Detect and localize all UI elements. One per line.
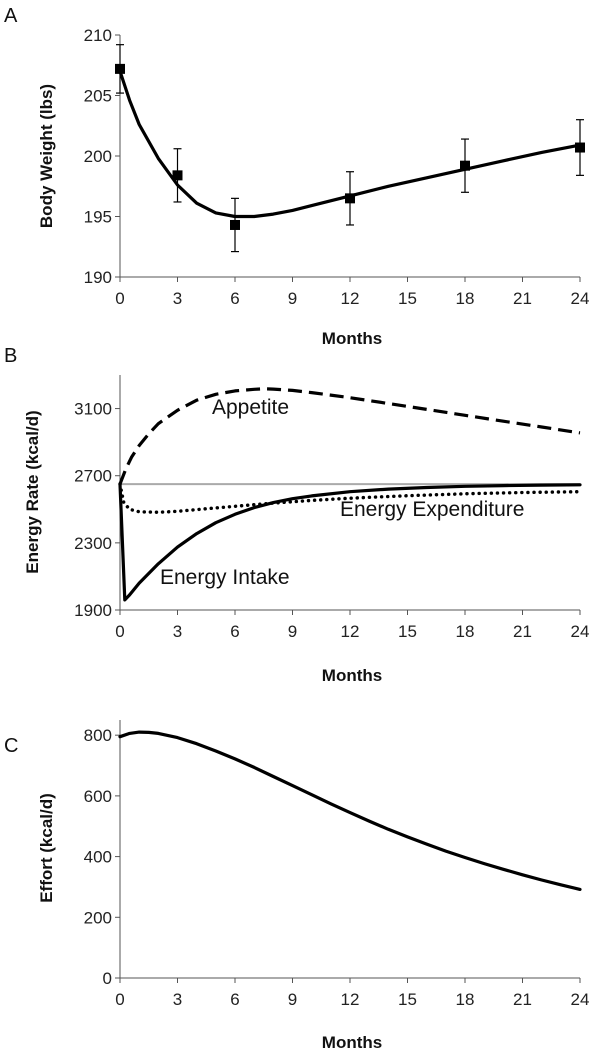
y-tick-label: 195 (84, 208, 112, 227)
x-tick-label: 6 (230, 990, 239, 1009)
panel-label: A (4, 5, 18, 27)
y-tick-label: 2700 (74, 467, 112, 486)
y-tick-label: 190 (84, 268, 112, 287)
x-tick-label: 18 (456, 622, 475, 641)
x-tick-label: 3 (173, 289, 182, 308)
x-tick-label: 18 (456, 289, 475, 308)
y-tick-label: 210 (84, 26, 112, 45)
x-tick-label: 12 (341, 990, 360, 1009)
y-axis-title: Effort (kcal/d) (37, 793, 56, 903)
x-tick-label: 12 (341, 289, 360, 308)
data-point (460, 160, 470, 171)
data-point (345, 193, 355, 204)
x-tick-label: 6 (230, 289, 239, 308)
y-tick-label: 600 (84, 787, 112, 806)
series-label-expenditure: Energy Expenditure (340, 498, 524, 521)
x-tick-label: 21 (513, 990, 532, 1009)
data-point (230, 219, 240, 230)
x-tick-label: 3 (173, 990, 182, 1009)
y-tick-label: 205 (84, 87, 112, 106)
x-tick-label: 0 (115, 990, 124, 1009)
y-tick-label: 400 (84, 848, 112, 867)
x-tick-label: 6 (230, 622, 239, 641)
y-axis-title: Body Weight (lbs) (37, 84, 56, 228)
y-tick-label: 800 (84, 726, 112, 745)
chart-panel-c: C 0 200 400 600 800 0 3 6 9 12 15 18 21 24 Months Effort… (4, 720, 589, 1050)
x-tick-label: 21 (513, 289, 532, 308)
x-tick-label: 15 (398, 622, 417, 641)
series-label-intake: Energy Intake (160, 566, 290, 589)
x-tick-label: 15 (398, 289, 417, 308)
series-line-energy-intake (118, 482, 582, 602)
panel-label: C (4, 735, 18, 757)
x-axis-title: Months (322, 329, 382, 348)
y-axis-title: Energy Rate (kcal/d) (23, 410, 42, 573)
x-axis-title: Months (322, 666, 382, 685)
data-point (575, 142, 585, 153)
x-tick-label: 24 (571, 289, 590, 308)
x-tick-label: 24 (571, 622, 590, 641)
y-tick-label: 0 (103, 969, 112, 988)
x-tick-label: 24 (571, 990, 590, 1009)
y-tick-label: 3100 (74, 400, 112, 419)
x-axis-title: Months (322, 1033, 382, 1050)
series-line-energy-expenditure (118, 482, 582, 514)
chart-panel-a: A 190 195 200 205 210 0 3 6 9 12 15 18 21 24 Months Body… (4, 5, 589, 348)
x-tick-label: 12 (341, 622, 360, 641)
x-tick-label: 9 (288, 289, 297, 308)
y-tick-label: 2300 (74, 534, 112, 553)
y-tick-label: 200 (84, 908, 112, 927)
chart-panel-b: B 1900 2300 2700 3100 0 3 6 9 12 15 18 21 24 Months Ene… (4, 345, 589, 685)
panel-label: B (4, 345, 17, 367)
data-point (115, 63, 125, 74)
x-tick-label: 0 (115, 289, 124, 308)
series-line-appetite (118, 387, 581, 485)
y-tick-label: 1900 (74, 601, 112, 620)
x-tick-label: 9 (288, 622, 297, 641)
x-tick-label: 0 (115, 622, 124, 641)
data-point (172, 170, 183, 181)
x-tick-label: 3 (173, 622, 182, 641)
x-tick-label: 18 (456, 990, 475, 1009)
x-tick-label: 15 (398, 990, 417, 1009)
x-tick-label: 21 (513, 622, 532, 641)
x-tick-label: 9 (288, 990, 297, 1009)
series-label-appetite: Appetite (212, 396, 289, 419)
series-line-fit-0 (118, 730, 582, 892)
y-tick-label: 200 (84, 147, 112, 166)
